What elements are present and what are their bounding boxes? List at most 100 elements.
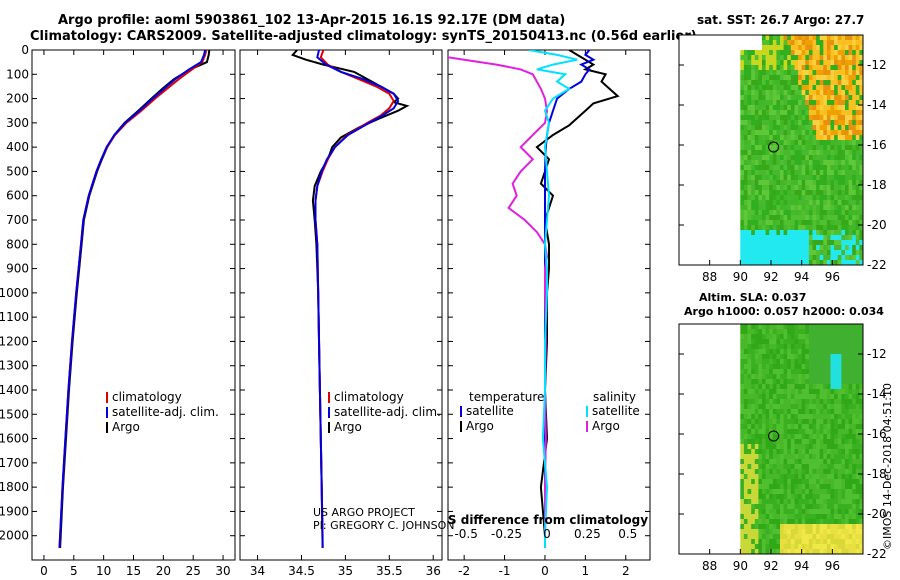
map-cell [751, 95, 756, 101]
map-cell [765, 464, 770, 470]
map-cell [772, 474, 777, 480]
map-cell [783, 524, 788, 530]
map-cell [808, 190, 813, 196]
map-cell [798, 55, 803, 61]
map-cell [852, 105, 857, 111]
map-cell [830, 255, 835, 261]
map-cell [740, 324, 745, 330]
map-cell [819, 175, 824, 181]
map-cell [830, 354, 835, 360]
map-cell [747, 529, 752, 535]
map-cell [823, 514, 828, 520]
map-cell [783, 534, 788, 540]
map-cell [845, 414, 850, 420]
map-cell [743, 429, 748, 435]
map-cell [783, 414, 788, 420]
map-cell [772, 389, 777, 395]
map-cell [780, 344, 785, 350]
map-cell [830, 165, 835, 171]
map-cell [823, 195, 828, 201]
map-cell [751, 150, 756, 156]
map-cell [837, 344, 842, 350]
map-cell [740, 339, 745, 345]
map-cell [798, 155, 803, 161]
map-cell [848, 240, 853, 246]
map-cell [740, 329, 745, 335]
map-cell [783, 245, 788, 251]
map-cell [837, 100, 842, 106]
map-cell [798, 120, 803, 126]
map-cell [834, 40, 839, 46]
map-cell [772, 175, 777, 181]
map-cell [816, 130, 821, 136]
map-cell [776, 190, 781, 196]
map-cell [801, 379, 806, 385]
map-cell [819, 399, 824, 405]
map-cell [830, 479, 835, 485]
map-cell [805, 240, 810, 246]
map-cell [841, 180, 846, 186]
map-cell [808, 359, 813, 365]
map-cell [808, 479, 813, 485]
map-cell [790, 240, 795, 246]
map-cell [801, 120, 806, 126]
map-cell [787, 35, 792, 41]
map-cell [805, 130, 810, 136]
map-cell [772, 220, 777, 226]
map-cell [783, 369, 788, 375]
map-cell [747, 70, 752, 76]
map-cell [801, 449, 806, 455]
map-cell [765, 524, 770, 530]
map-cell [837, 394, 842, 400]
map-cell [747, 389, 752, 395]
map-cell [801, 334, 806, 340]
map-cell [772, 459, 777, 465]
map-cell [830, 344, 835, 350]
map-cell [790, 185, 795, 191]
map-cell [758, 145, 763, 151]
map-cell [743, 220, 748, 226]
map-cell [859, 424, 864, 430]
map-cell [845, 235, 850, 241]
map-cell [751, 215, 756, 221]
map-cell [841, 85, 846, 91]
map-cell [794, 344, 799, 350]
map-cell [848, 409, 853, 415]
map-cell [794, 454, 799, 460]
map-cell [754, 544, 759, 550]
map-cell [783, 50, 788, 56]
map-cell [845, 549, 850, 555]
map-cell [780, 255, 785, 261]
map-cell [751, 369, 756, 375]
map-cell [801, 65, 806, 71]
map-cell [769, 35, 774, 41]
y-tick-label: 100 [6, 67, 29, 81]
map-cell [758, 529, 763, 535]
map-cell [845, 509, 850, 515]
map-cell [794, 409, 799, 415]
map-cell [834, 255, 839, 261]
map-cell [751, 339, 756, 345]
map-cell [805, 359, 810, 365]
map-cell [816, 70, 821, 76]
map-cell [805, 474, 810, 480]
map-cell [805, 534, 810, 540]
map-cell [758, 449, 763, 455]
map-cell [859, 105, 864, 111]
map-cell [801, 349, 806, 355]
map-cell [765, 529, 770, 535]
map-cell [758, 215, 763, 221]
map-cell [769, 524, 774, 530]
map-cell [754, 225, 759, 231]
map-cell [769, 424, 774, 430]
map-cell [783, 160, 788, 166]
map-cell [762, 474, 767, 480]
map-cell [743, 549, 748, 555]
map-cell [780, 105, 785, 111]
legend-title-salinity: salinity [593, 390, 636, 404]
map-cell [751, 519, 756, 525]
map-cell [783, 200, 788, 206]
map-cell [830, 439, 835, 445]
map-cell [743, 150, 748, 156]
